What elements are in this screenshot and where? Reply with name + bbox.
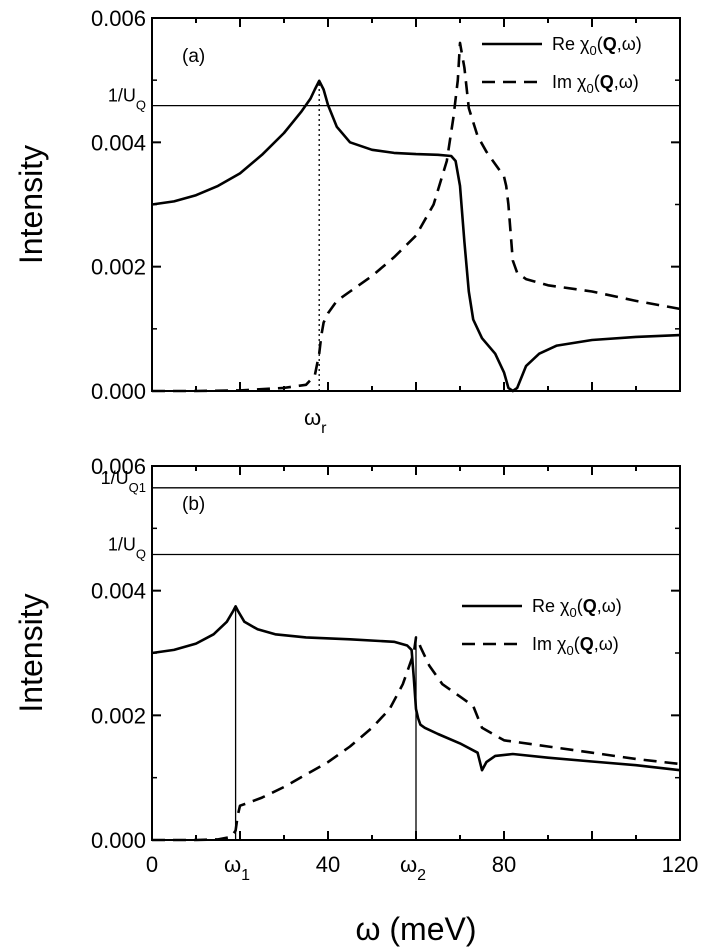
x-axis-label: ω (meV) (356, 911, 477, 947)
omega-r-label: ωr (304, 405, 327, 437)
legend-label-im: Im χ0(Q,ω) (532, 634, 619, 658)
hline-label-0: 1/UQ1 (101, 468, 146, 495)
y-tick-label: 0.004 (91, 130, 146, 155)
x-tick-label: ω2 (400, 852, 426, 884)
y-tick-label: 0.002 (91, 703, 146, 728)
panel-label: (a) (182, 46, 205, 67)
y-tick-label: 0.004 (91, 579, 146, 604)
x-tick-label: ω1 (224, 852, 250, 884)
panel-label: (b) (182, 494, 205, 515)
x-tick-label: 80 (492, 852, 516, 877)
y-tick-label: 0.006 (91, 6, 146, 31)
series-line-re (151, 79, 681, 393)
x-tick-label: 40 (316, 852, 340, 877)
x-tick-label: 0 (146, 852, 158, 877)
legend-label-re: Re χ0(Q,ω) (552, 34, 642, 58)
y-tick-label: 0.000 (91, 828, 146, 853)
x-tick-label: 120 (662, 852, 699, 877)
panel-a: 1/UQ 0.000 0.002 0.004 0.006 ωr (a) Intensity Re… (13, 6, 681, 437)
series-line-im (152, 41, 681, 393)
y-axis-label: Intensity (13, 145, 49, 264)
legend-label-im: Im χ0(Q,ω) (552, 72, 639, 96)
y-tick-label: 0.006 (91, 454, 146, 479)
panel-b: 1/UQ1 1/UQ 0.000 0.002 0.004 0.006 0 ω1 40 ω2 80 12… (13, 454, 698, 947)
y-axis-label: Intensity (13, 593, 49, 712)
hline-label-0: 1/UQ (108, 86, 146, 113)
y-tick-label: 0.000 (91, 379, 146, 404)
series-line-re (151, 605, 681, 772)
series-line-im (152, 636, 681, 842)
y-tick-label: 0.002 (91, 255, 146, 280)
hline-label-1: 1/UQ (108, 535, 146, 562)
legend-label-re: Re χ0(Q,ω) (532, 596, 622, 620)
